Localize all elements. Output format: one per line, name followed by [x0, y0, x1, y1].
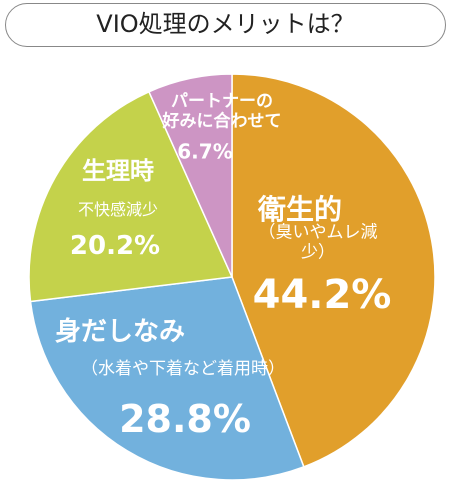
slice-sublabel: （臭いやムレ減少） [258, 222, 378, 262]
slice-sublabel: （水着や下着など着用時） [81, 359, 285, 380]
slice-label: パートナーの 好みに合わせて [162, 91, 282, 131]
value-label: 44.2% [252, 272, 392, 318]
slice-label: 衛生的 [257, 192, 343, 226]
slice-label: 生理時 [82, 157, 154, 186]
value-label: 20.2% [69, 231, 161, 262]
value-label: 6.7% [177, 139, 233, 164]
pie-slice [147, 73, 233, 278]
slice-sublabel: 不快感減少 [77, 199, 159, 219]
pie-slice [29, 276, 305, 480]
pie-slice [28, 90, 234, 303]
value-label: 28.8% [119, 397, 251, 442]
slice-label: 身だしなみ [54, 317, 186, 348]
pie-slice [231, 73, 436, 468]
chart-title: VIO処理のメリットは？ [5, 3, 446, 47]
